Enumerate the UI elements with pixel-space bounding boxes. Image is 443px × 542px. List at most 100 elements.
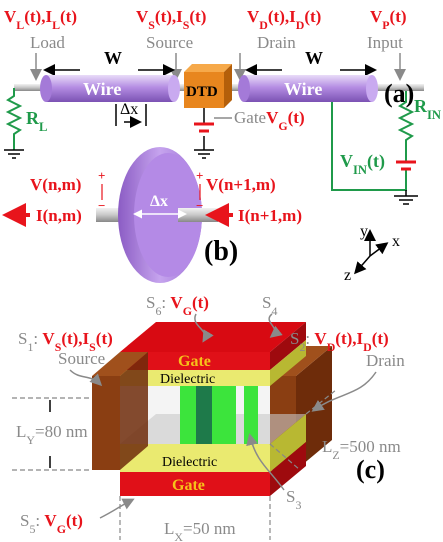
axis-label: y	[360, 223, 368, 240]
input-resistor-label: RIN	[414, 96, 441, 122]
subscript: P	[382, 18, 389, 32]
segment-label: Δx	[150, 193, 168, 210]
port-label: Input	[367, 33, 403, 52]
ground	[194, 150, 214, 158]
panel-label: (c)	[356, 455, 385, 484]
text-part: L	[16, 422, 26, 441]
source-label: Source	[58, 349, 105, 368]
text-part: (t)	[66, 511, 83, 530]
subscript: IN	[427, 108, 441, 122]
text-part: (t),I	[335, 329, 363, 348]
gate-battery	[194, 124, 214, 131]
text-part: (t)	[189, 7, 206, 26]
subscript: Z	[332, 448, 339, 462]
gate-label: GateVG(t)	[234, 108, 305, 133]
s4-label: S4	[262, 293, 277, 318]
subscript: G	[183, 304, 192, 318]
ground	[394, 190, 418, 204]
channel-region	[244, 386, 258, 444]
surface-signal: VG(t)	[170, 293, 209, 318]
load-resistor	[8, 88, 20, 150]
panel-c: Gate Dielectric Dielectric Gate LY=80 nm…	[12, 293, 405, 542]
gate-label: Gate	[178, 353, 211, 370]
text-part: V	[44, 511, 57, 530]
surface-name: S1:	[18, 329, 42, 354]
channel-region	[196, 386, 212, 444]
load-signal: VL(t),IL(t)	[4, 7, 77, 32]
text-part: S	[20, 511, 29, 530]
panel-label: (b)	[204, 236, 238, 267]
input-lead	[332, 102, 406, 190]
text-part: S	[290, 329, 299, 348]
axis-z	[356, 256, 370, 272]
text-part: (t),I	[61, 329, 89, 348]
source-signal: VS(t),IS(t)	[136, 7, 206, 32]
subscript: 4	[271, 304, 277, 318]
text-part: V	[314, 329, 327, 348]
text-part: =50 nm	[183, 519, 236, 538]
s6-label: S6: VG(t)	[146, 293, 209, 318]
subscript: D	[296, 18, 305, 32]
sign: +	[196, 168, 203, 183]
text-part: (t)	[192, 293, 209, 312]
text-part: S	[262, 293, 271, 312]
subscript: G	[57, 522, 66, 536]
gate-name: Gate	[234, 108, 266, 127]
ly-label: LY=80 nm	[16, 422, 88, 447]
gate-label: Gate	[172, 477, 205, 494]
text-part: (t)	[96, 329, 113, 348]
panel-label: (a)	[384, 79, 414, 108]
text-part: S	[286, 487, 295, 506]
sign: −	[98, 198, 105, 213]
surface-name: S6:	[146, 293, 170, 318]
surface-signal: VG(t)	[44, 511, 83, 536]
subscript: IN	[353, 163, 367, 177]
text-part: :	[33, 329, 42, 348]
text-part: (t)	[288, 108, 305, 127]
gate-signal: VG(t)	[266, 108, 305, 133]
subscript: D	[327, 340, 336, 354]
sign: −	[196, 198, 203, 213]
width-label: W	[104, 48, 122, 68]
dtd-top	[184, 64, 232, 72]
wire-label: Wire	[83, 79, 121, 99]
text-part: :	[161, 293, 170, 312]
input-signal: VP(t)	[370, 7, 407, 32]
text-part: S	[146, 293, 155, 312]
device-label: DTD	[186, 84, 218, 100]
text-part: V	[4, 7, 17, 26]
right-current: I(n+1,m)	[238, 206, 302, 225]
left-current: I(n,m)	[36, 206, 82, 225]
subscript: L	[52, 18, 60, 32]
text-part: V	[370, 7, 383, 26]
wire-label: Wire	[284, 79, 322, 99]
wire-end	[238, 75, 250, 102]
pointer	[100, 500, 132, 518]
figure: VL(t),IL(t) VS(t),IS(t) VD(t),ID(t) VP(t…	[0, 0, 443, 542]
wire-end	[366, 75, 378, 102]
text-part: (t),I	[268, 7, 296, 26]
text-part: (t)	[367, 151, 385, 172]
surface-name: S5:	[20, 511, 44, 536]
text-part: =500 nm	[340, 437, 401, 456]
text-part: V	[340, 151, 353, 171]
wire-end	[168, 75, 180, 102]
axis-x	[370, 244, 386, 256]
text-part: V	[42, 329, 55, 348]
input-source-label: VIN(t)	[340, 151, 385, 177]
wire-end	[40, 75, 52, 102]
text-part: (t),I	[155, 7, 183, 26]
text-part: R	[414, 96, 428, 116]
text-part: L	[164, 519, 174, 538]
text-part: V	[170, 293, 183, 312]
axis-label: x	[392, 233, 400, 250]
s5-label: S5: VG(t)	[20, 511, 83, 536]
lx-label: LX=50 nm	[164, 519, 236, 542]
drain-signal: VD(t),ID(t)	[247, 7, 321, 32]
subscript: L	[16, 18, 24, 32]
segment-label: Δx	[120, 101, 138, 118]
text-part: V	[136, 7, 149, 26]
sign: +	[98, 168, 105, 183]
subscript: D	[259, 18, 268, 32]
subscript: L	[39, 120, 47, 134]
